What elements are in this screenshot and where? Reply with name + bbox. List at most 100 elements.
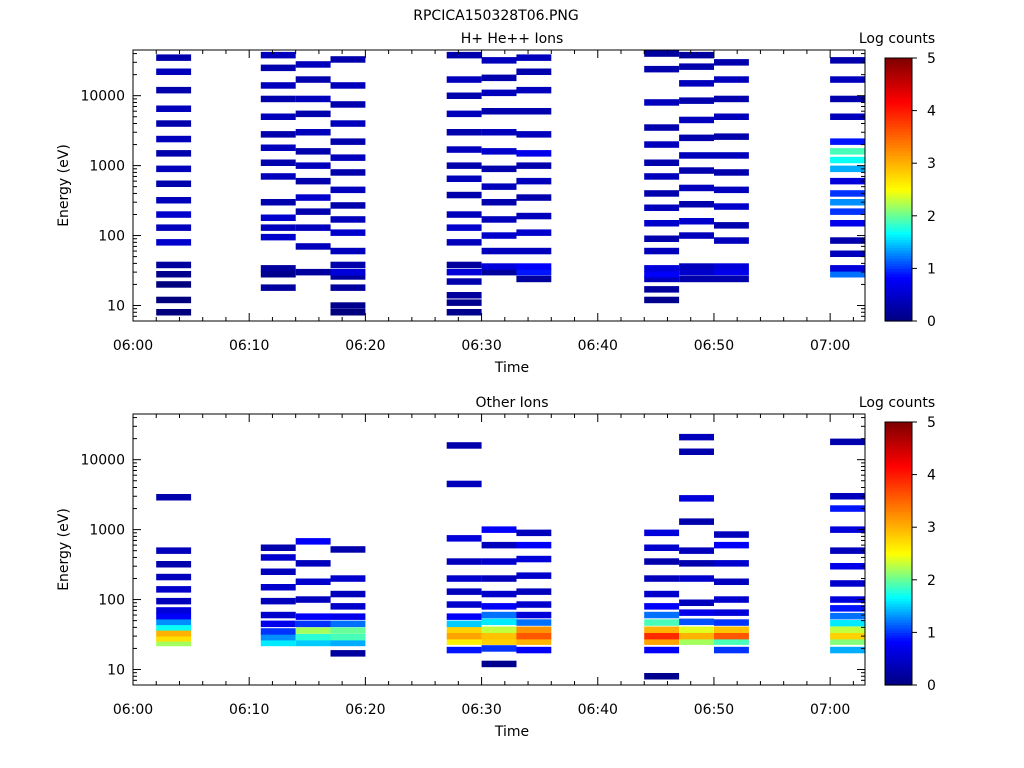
colorbar-segment — [885, 173, 912, 177]
energy-bin — [644, 235, 680, 242]
energy-bin — [679, 184, 714, 192]
colorbar-segment — [885, 550, 912, 555]
energy-bin — [516, 150, 552, 157]
colorbar-segment — [885, 289, 912, 293]
energy-bin — [481, 618, 517, 626]
energy-bin — [516, 86, 552, 94]
energy-bin — [295, 224, 331, 231]
colorbar-segment — [885, 666, 912, 670]
colorbar-segment — [885, 453, 912, 457]
energy-bin — [714, 95, 749, 103]
energy-bin — [516, 212, 552, 220]
energy-bin — [446, 76, 482, 83]
energy-bin — [446, 613, 482, 620]
energy-bin — [679, 560, 714, 567]
energy-bin — [714, 619, 749, 626]
energy-bin — [295, 268, 331, 276]
y-tick-label: 10 — [107, 298, 125, 314]
energy-bin — [516, 131, 552, 138]
energy-bin — [446, 480, 482, 488]
energy-bin — [260, 554, 296, 561]
energy-bin — [446, 129, 482, 136]
energy-bin — [679, 599, 714, 606]
colorbar-segment — [885, 257, 912, 262]
colorbar-segment — [885, 165, 912, 170]
energy-bin — [830, 547, 865, 554]
energy-bin — [714, 222, 749, 229]
colorbar-segment — [885, 71, 912, 75]
energy-bin — [330, 575, 366, 582]
energy-bin — [295, 110, 331, 118]
energy-bin — [830, 632, 865, 640]
energy-bin — [156, 197, 192, 204]
spectrogram-data — [156, 433, 865, 680]
colorbar-segment — [885, 271, 912, 275]
energy-bin — [481, 129, 517, 136]
colorbar-segment — [885, 292, 912, 296]
energy-bin — [295, 148, 331, 155]
energy-bin — [644, 646, 680, 654]
energy-bin — [714, 609, 749, 616]
energy-bin — [714, 560, 749, 567]
energy-bin — [330, 82, 366, 89]
colorbar-segment — [885, 278, 912, 283]
colorbar-segment — [885, 477, 912, 481]
colorbar-segment — [885, 571, 912, 576]
colorbar-frame — [884, 421, 913, 686]
energy-bin — [644, 632, 680, 640]
energy-bin — [446, 292, 482, 299]
colorbar-segment — [885, 429, 912, 434]
energy-bin — [679, 167, 714, 174]
energy-bin — [714, 59, 749, 66]
colorbar-segment — [885, 276, 912, 280]
energy-bin — [714, 133, 749, 140]
energy-bin — [830, 563, 865, 570]
colorbar-segment — [885, 305, 912, 309]
colorbar-segment — [885, 207, 912, 212]
x-tick-label: 06:40 — [578, 702, 618, 718]
colorbar-segment — [885, 313, 912, 317]
colorbar-segment — [885, 658, 912, 662]
energy-bin — [481, 611, 517, 619]
energy-bin — [830, 505, 865, 512]
energy-bin — [295, 194, 331, 201]
energy-bin — [516, 162, 552, 169]
energy-bin — [446, 442, 482, 449]
colorbar-segment — [885, 189, 912, 193]
colorbar-tick-label: 2 — [927, 209, 936, 225]
energy-bin — [516, 229, 552, 236]
energy-bin — [644, 247, 680, 255]
energy-bin — [714, 268, 749, 276]
x-axis-label: Time — [494, 724, 529, 740]
colorbar-segment — [885, 579, 912, 584]
energy-bin — [830, 220, 865, 227]
colorbar-segment — [885, 194, 912, 198]
panel-title: H+ He++ Ions — [461, 31, 564, 47]
x-tick-label: 06:10 — [229, 702, 269, 718]
colorbar-segment — [885, 252, 912, 256]
energy-bin — [830, 596, 865, 603]
energy-bin — [516, 611, 552, 619]
colorbar-segment — [885, 121, 912, 125]
energy-bin — [830, 57, 865, 64]
colorbar-segment — [885, 495, 912, 499]
colorbar-segment — [885, 273, 912, 277]
colorbar-segment — [885, 603, 912, 607]
colorbar-segment — [885, 184, 912, 188]
colorbar-segment — [885, 97, 912, 101]
colorbar-segment — [885, 663, 912, 668]
energy-bin — [156, 211, 192, 218]
energy-bin — [644, 529, 680, 537]
energy-bin — [714, 203, 749, 210]
energy-bin — [714, 169, 749, 176]
energy-bin — [260, 544, 296, 551]
energy-bin — [644, 99, 680, 106]
colorbar-segment — [885, 635, 912, 639]
energy-bin — [679, 495, 714, 502]
energy-bin — [156, 224, 192, 231]
energy-bin — [330, 202, 366, 209]
colorbar-segment — [885, 123, 912, 127]
energy-bin — [516, 177, 552, 185]
colorbar-segment — [885, 466, 912, 470]
